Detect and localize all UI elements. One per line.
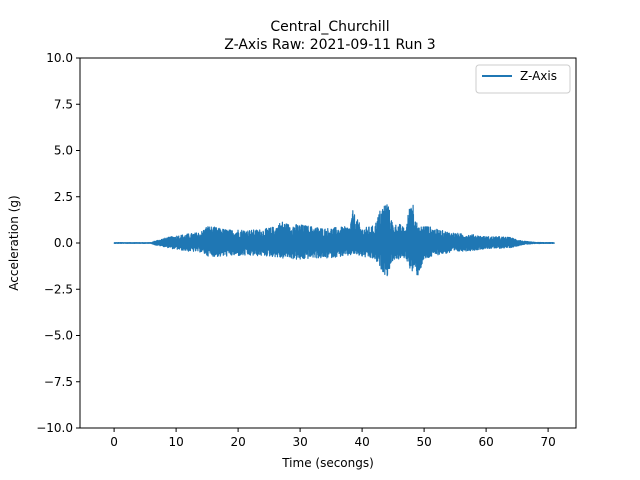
chart-subtitle: Z-Axis Raw: 2021-09-11 Run 3 [224, 37, 435, 53]
y-axis-label: Acceleration (g) [7, 195, 21, 290]
y-tick-label: 2.5 [54, 190, 73, 204]
series-line-z-axis [113, 204, 555, 277]
x-tick-label: 40 [354, 435, 369, 449]
y-tick-label: 7.5 [54, 97, 73, 111]
legend-box [475, 64, 571, 94]
y-tick-label: −2.5 [44, 282, 73, 296]
x-tick-label: 70 [540, 435, 555, 449]
x-tick-label: 30 [292, 435, 307, 449]
x-axis-label: Time (secongs) [281, 456, 374, 470]
y-tick-label: 10.0 [46, 51, 73, 65]
y-axis: −10.0 −7.5 −5.0 −2.5 0.0 2.5 5.0 7.5 10.0 [36, 51, 80, 435]
y-tick-label: 5.0 [54, 144, 73, 158]
x-tick-label: 0 [110, 435, 118, 449]
x-tick-label: 20 [230, 435, 245, 449]
x-tick-label: 60 [478, 435, 493, 449]
x-axis: 0 10 20 30 40 50 60 70 [110, 428, 556, 449]
y-tick-label: −7.5 [44, 375, 73, 389]
chart-title: Central_Churchill [270, 19, 389, 35]
plot-area [113, 204, 555, 277]
legend-label: Z-Axis [520, 69, 557, 83]
y-tick-label: −5.0 [44, 329, 73, 343]
legend: Z-Axis [475, 64, 571, 94]
x-tick-label: 10 [168, 435, 183, 449]
x-tick-label: 50 [416, 435, 431, 449]
y-tick-label: −10.0 [36, 421, 73, 435]
y-tick-label: 0.0 [54, 236, 73, 250]
